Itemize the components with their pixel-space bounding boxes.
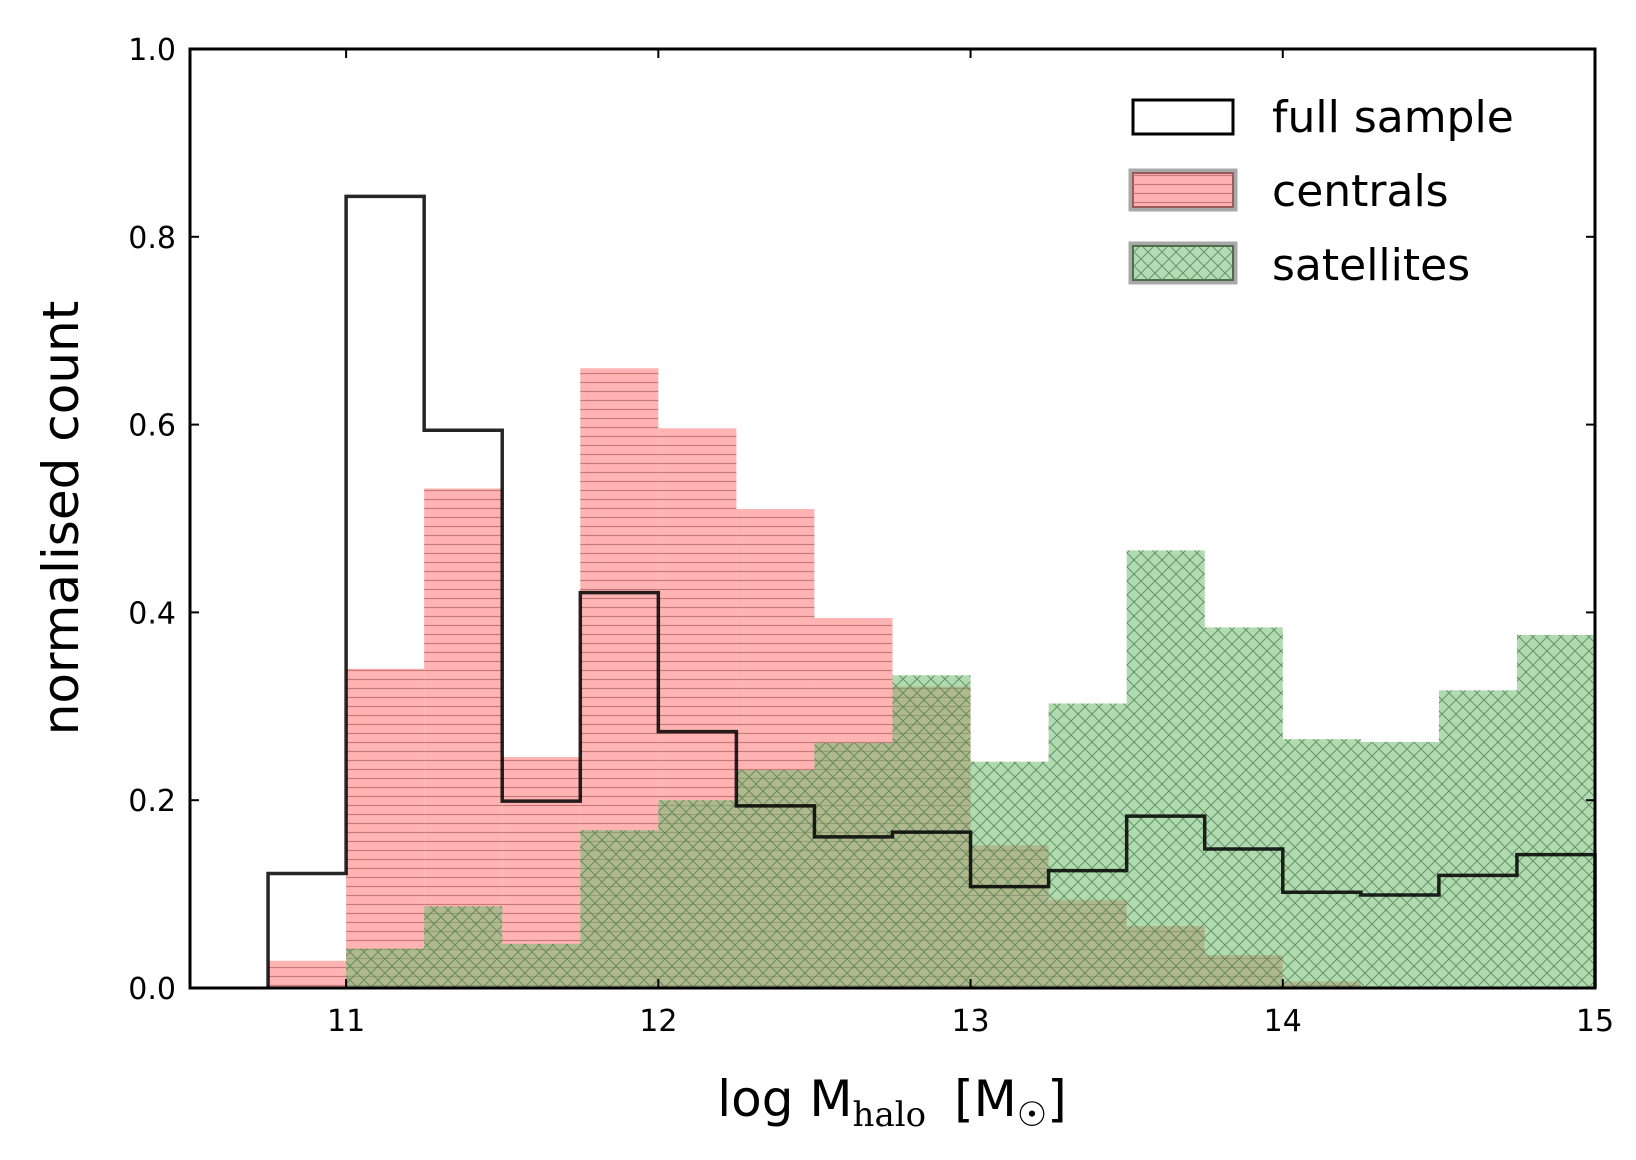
x-axis-label-bracket-open: [M	[954, 1070, 1017, 1128]
centrals-bar-hatch	[346, 668, 425, 988]
satellites-bar-hatch	[1438, 690, 1517, 988]
legend-label-centrals: centrals	[1272, 166, 1449, 217]
y-tick-label: 1.0	[128, 33, 176, 68]
y-tick-label: 0.8	[128, 221, 176, 256]
satellites-bar-hatch	[1282, 739, 1361, 988]
y-axis-label: normalised count	[32, 301, 90, 736]
legend-label-full-sample: full sample	[1272, 92, 1514, 143]
legend-swatch-satellites-hatch	[1133, 246, 1233, 280]
satellites-bar-hatch	[970, 761, 1049, 988]
centrals-bar-hatch	[424, 488, 503, 988]
axis-ticks	[190, 48, 1596, 989]
satellites-bar-hatch	[502, 943, 581, 988]
x-tick-label: 14	[1264, 1004, 1302, 1039]
legend-swatch-centrals-hatch	[1133, 173, 1233, 207]
y-tick-label: 0.4	[128, 596, 176, 631]
full-sample-step-line	[266, 194, 1597, 988]
x-tick-label: 13	[951, 1004, 989, 1039]
x-axis-label-subscript: halo	[853, 1095, 927, 1135]
x-axis-label-prefix: log M	[717, 1070, 852, 1128]
satellites-bar-hatch	[1360, 741, 1439, 988]
y-tick-label: 0.6	[128, 409, 176, 444]
satellites-bar-hatch	[658, 800, 737, 988]
x-tick-label: 11	[327, 1004, 365, 1039]
x-tick-label: 12	[639, 1004, 677, 1039]
satellites-series	[346, 550, 1595, 988]
x-axis-label: log Mhalo [M☉]	[717, 1070, 1066, 1135]
satellites-bar-hatch	[580, 830, 659, 988]
legend-label-satellites: satellites	[1272, 240, 1470, 291]
legend-swatch-full-sample	[1131, 98, 1235, 136]
y-tick-label: 0.0	[128, 972, 176, 1007]
satellites-bar-hatch	[814, 742, 893, 988]
plot-frame	[188, 47, 1597, 990]
satellites-bar-hatch	[346, 948, 425, 988]
centrals-bar-hatch	[268, 960, 347, 988]
satellites-bar-hatch	[1516, 634, 1595, 988]
x-tick-labels: 11 12 13 14 15	[327, 1004, 1614, 1039]
x-tick-label: 15	[1576, 1004, 1614, 1039]
x-axis-label-bracket-close: ]	[1047, 1070, 1067, 1128]
satellites-bar-hatch	[424, 906, 503, 988]
y-tick-labels: 0.0 0.2 0.4 0.6 0.8 1.0	[128, 33, 176, 1007]
sun-symbol: ☉	[1017, 1095, 1047, 1135]
full-sample-series	[266, 194, 1597, 988]
satellites-bar-hatch	[1126, 550, 1205, 988]
legend: full sample centrals satellites	[1128, 92, 1514, 291]
y-tick-label: 0.2	[128, 784, 176, 819]
satellites-bar-hatch	[736, 770, 815, 988]
satellites-bar-hatch	[1048, 703, 1127, 988]
satellites-bar-hatch	[1204, 627, 1283, 988]
